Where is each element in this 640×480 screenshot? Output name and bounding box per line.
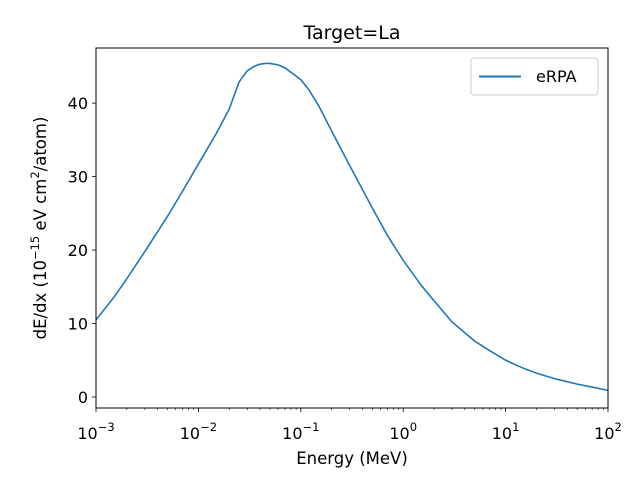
y-tick-label: 0 — [78, 388, 88, 407]
x-tick-label: 10−3 — [77, 420, 114, 443]
y-tick-label: 10 — [68, 315, 88, 334]
x-tick-label: 10−1 — [282, 420, 319, 443]
y-tick-label: 30 — [68, 168, 88, 187]
x-axis-label: Energy (MeV) — [296, 449, 408, 468]
y-axis-label: dE/dx (10−15 eV cm2/atom) — [28, 117, 50, 340]
legend-frame — [470, 57, 599, 96]
y-axis-ticks: 0 10 20 30 40 — [68, 94, 96, 407]
plot-frame — [95, 47, 609, 409]
y-tick-label: 20 — [68, 241, 88, 260]
legend-label: eRPA — [536, 67, 577, 86]
x-tick-label: 102 — [594, 420, 622, 443]
y-tick-label: 40 — [68, 94, 88, 113]
x-tick-label: 100 — [389, 420, 417, 443]
x-tick-label: 101 — [492, 420, 520, 443]
x-tick-label: 10−2 — [180, 420, 217, 443]
plot-lines — [95, 62, 609, 392]
legend: eRPA — [470, 57, 599, 96]
chart-title: Target=La — [303, 22, 401, 44]
series-line — [95, 62, 609, 392]
x-axis-ticks: 10−3 10−2 10−1 100 101 102 — [77, 408, 622, 443]
